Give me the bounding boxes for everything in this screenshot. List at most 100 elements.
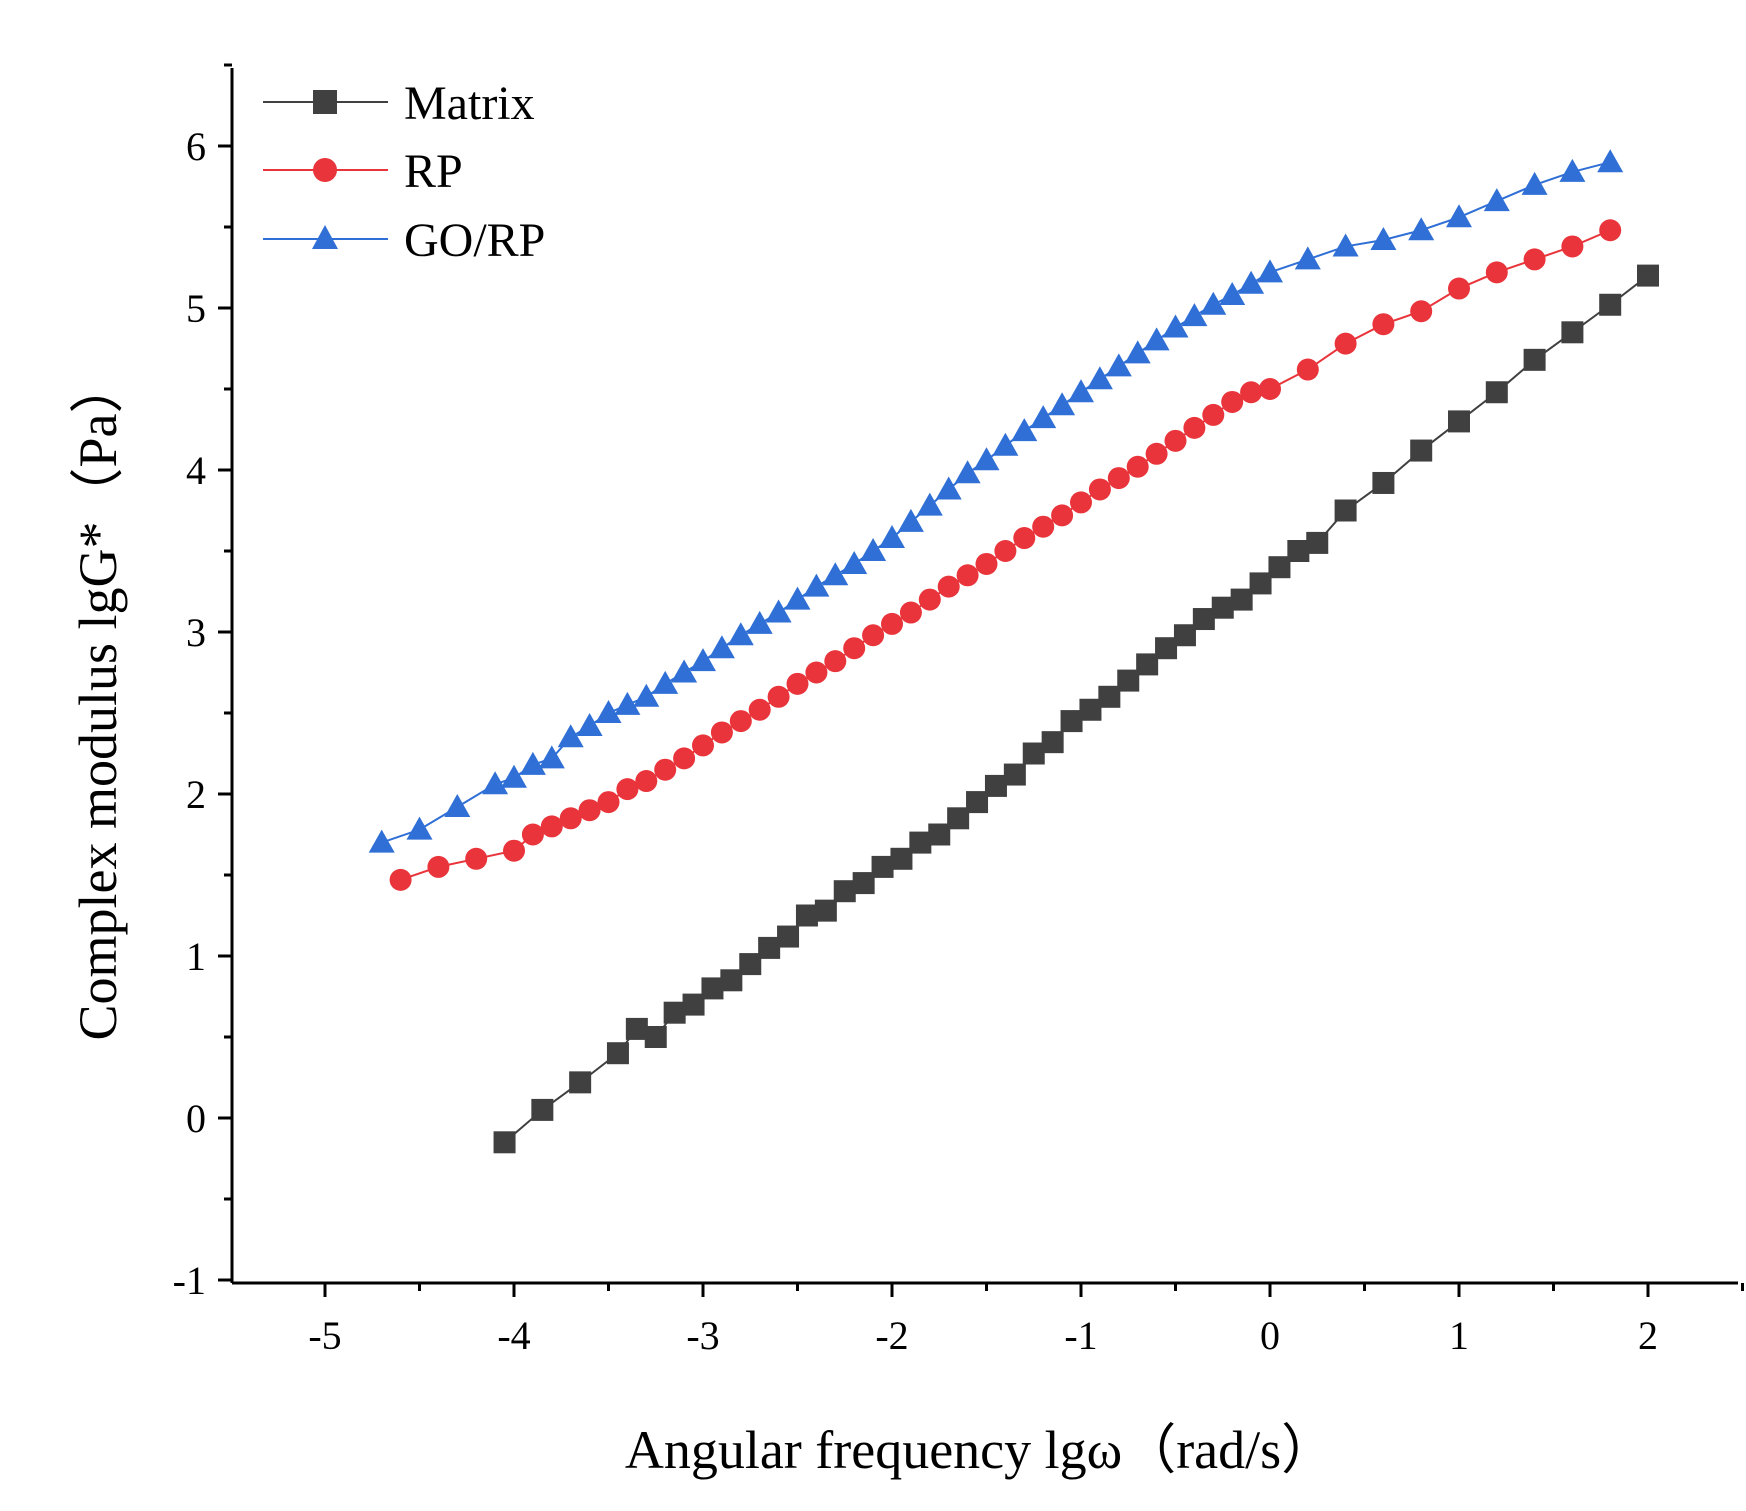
data-point-rp: [1561, 235, 1584, 258]
data-point-rp: [767, 685, 790, 708]
data-point-gorp: [1124, 340, 1151, 364]
data-point-rp: [1145, 442, 1168, 465]
data-point-rp: [956, 564, 979, 587]
data-point-rp: [673, 747, 696, 770]
data-point-rp: [597, 791, 620, 814]
data-point-rp: [559, 807, 582, 830]
data-point-matrix: [1249, 572, 1272, 595]
data-point-rp: [899, 601, 922, 624]
data-point-gorp: [992, 432, 1019, 456]
data-point-gorp: [652, 670, 679, 694]
legend-marker-matrix: [313, 90, 337, 114]
x-tick-label: -1: [1064, 1313, 1097, 1358]
data-point-matrix: [758, 936, 781, 959]
data-point-gorp: [1238, 270, 1265, 294]
data-point-matrix: [1211, 596, 1234, 619]
data-point-rp: [1240, 381, 1263, 404]
data-point-rp: [805, 661, 828, 684]
data-point-gorp: [765, 599, 792, 623]
data-point-rp: [616, 778, 639, 801]
data-point-rp: [1126, 455, 1149, 478]
x-tick-label: 0: [1260, 1313, 1280, 1358]
data-point-gorp: [1408, 217, 1435, 241]
data-point-matrix: [833, 880, 856, 903]
data-point-rp: [881, 612, 903, 635]
data-point-matrix: [1561, 321, 1584, 344]
data-point-matrix: [1173, 624, 1196, 647]
data-point-matrix: [852, 872, 875, 895]
data-point-rp: [1013, 527, 1036, 550]
data-point-gorp: [501, 764, 527, 788]
data-point-gorp: [482, 771, 509, 795]
y-tick-label: 2: [186, 772, 206, 817]
x-tick-label: -3: [686, 1313, 719, 1358]
legend: Matrix RP GO/RP: [263, 77, 545, 267]
data-point-rp: [1164, 429, 1187, 452]
data-point-rp: [465, 847, 488, 870]
data-point-rp: [540, 815, 563, 838]
data-point-gorp: [1049, 392, 1076, 416]
data-point-rp: [1088, 478, 1111, 501]
data-point-rp: [710, 721, 733, 744]
data-point-rp: [1485, 261, 1508, 284]
data-point-rp: [1599, 219, 1622, 242]
data-point-gorp: [1030, 405, 1057, 429]
y-tick-label: 3: [186, 610, 206, 655]
data-point-gorp: [897, 508, 924, 532]
x-axis-title: Angular frequency lgω（rad/s）: [625, 1420, 1335, 1480]
x-tick-label: -4: [497, 1313, 530, 1358]
data-point-gorp: [614, 691, 641, 715]
data-point-rp: [729, 710, 752, 733]
data-point-matrix: [1192, 608, 1215, 631]
data-point-matrix: [1523, 348, 1546, 371]
data-point-gorp: [1559, 158, 1586, 182]
data-point-gorp: [1521, 171, 1548, 195]
legend-marker-gorp: [312, 225, 338, 249]
x-tick-label: 1: [1449, 1313, 1469, 1358]
legend-label-matrix: Matrix: [404, 77, 535, 130]
data-point-gorp: [519, 751, 546, 775]
data-point-gorp: [746, 610, 773, 634]
data-point-rp: [503, 839, 525, 862]
data-point-rp: [748, 698, 771, 721]
data-point-rp: [635, 770, 658, 793]
data-point-gorp: [879, 525, 905, 549]
data-point-gorp: [671, 659, 698, 683]
data-point-gorp: [444, 793, 471, 817]
data-point-gorp: [1011, 418, 1038, 442]
data-point-gorp: [916, 492, 943, 516]
data-point-gorp: [860, 538, 887, 561]
data-point-matrix: [1334, 499, 1357, 522]
data-point-matrix: [663, 1001, 686, 1024]
data-point-matrix: [644, 1026, 667, 1048]
y-tick-label: 0: [186, 1096, 206, 1141]
data-point-rp: [1259, 378, 1281, 400]
data-point-gorp: [595, 700, 622, 723]
data-point-gorp: [708, 635, 735, 659]
data-point-gorp: [1332, 233, 1359, 257]
data-point-rp: [1107, 467, 1130, 490]
data-point-matrix: [890, 847, 913, 870]
series-matrix: [493, 264, 1659, 1154]
ticks: -5 -4 -3 -2 -1 0 1 2 -1 0 1 2 3 4 5 6: [173, 63, 1744, 1358]
data-point-rp: [843, 637, 866, 660]
data-point-gorp: [538, 745, 565, 769]
y-tick-label: 1: [186, 934, 206, 979]
data-point-rp: [578, 799, 601, 822]
data-point-gorp: [1597, 149, 1624, 173]
data-point-gorp: [690, 648, 716, 672]
data-point-rp: [1296, 358, 1319, 381]
data-point-rp: [427, 855, 450, 878]
data-point-gorp: [954, 460, 981, 484]
data-point-matrix: [947, 807, 970, 830]
data-point-matrix: [1155, 637, 1178, 660]
data-point-matrix: [777, 925, 800, 948]
data-point-gorp: [803, 573, 830, 597]
data-point-rp: [937, 575, 960, 598]
data-point-matrix: [1485, 381, 1508, 404]
y-axis-title: Complex modulus lgG*（Pa）: [68, 359, 128, 1040]
y-tick-label: 6: [186, 124, 206, 169]
legend-item-rp: RP: [263, 145, 463, 198]
data-point-rp: [918, 588, 941, 611]
